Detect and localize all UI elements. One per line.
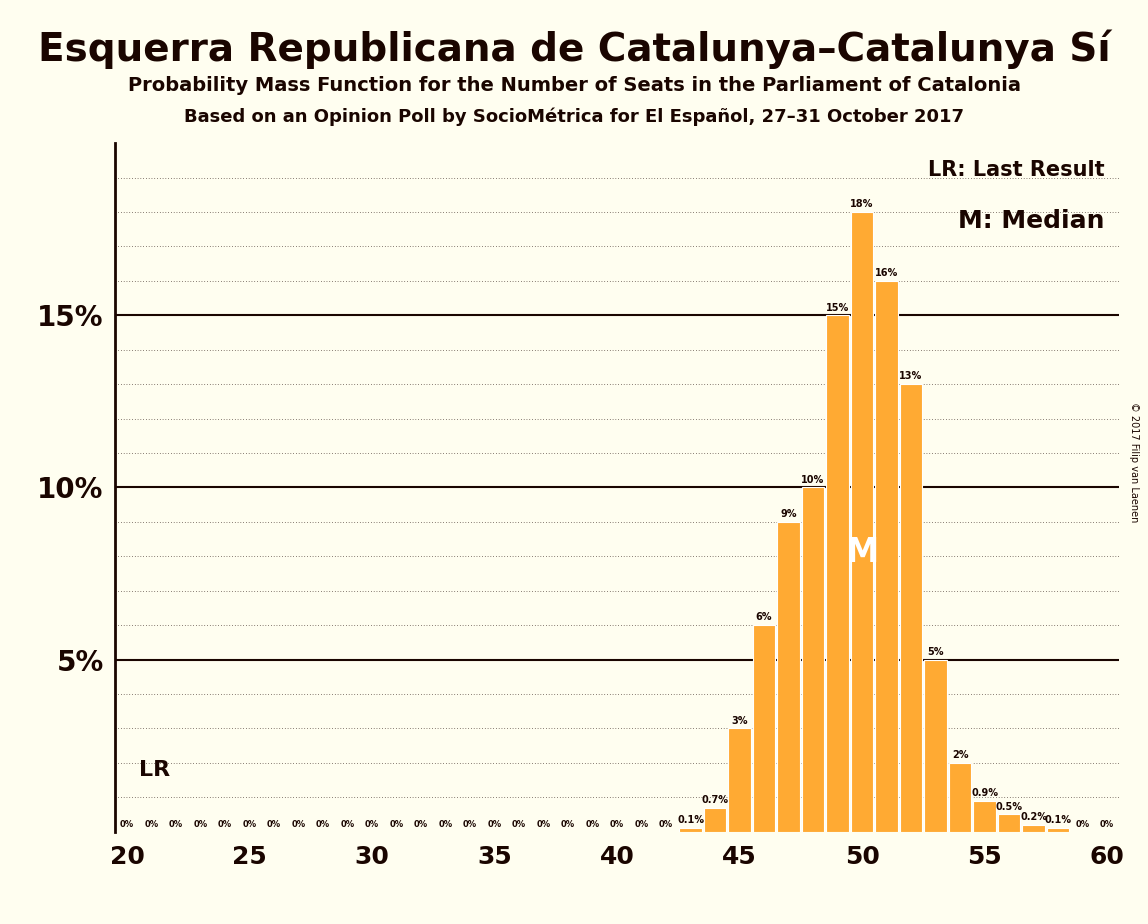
Text: 9%: 9% bbox=[781, 509, 797, 519]
Bar bbox=[974, 800, 995, 832]
Text: 0%: 0% bbox=[463, 820, 478, 829]
Text: 0%: 0% bbox=[316, 820, 331, 829]
Text: Based on an Opinion Poll by SocioMétrica for El Español, 27–31 October 2017: Based on an Opinion Poll by SocioMétrica… bbox=[184, 107, 964, 126]
Bar bbox=[900, 384, 922, 832]
Text: 0%: 0% bbox=[389, 820, 404, 829]
Text: 0%: 0% bbox=[169, 820, 184, 829]
Bar bbox=[1047, 828, 1069, 832]
Text: 0%: 0% bbox=[1100, 820, 1114, 829]
Text: 0%: 0% bbox=[414, 820, 428, 829]
Bar bbox=[875, 281, 898, 832]
Text: 5%: 5% bbox=[928, 647, 944, 657]
Text: 0%: 0% bbox=[292, 820, 305, 829]
Text: 0%: 0% bbox=[536, 820, 551, 829]
Bar bbox=[777, 522, 800, 832]
Text: 13%: 13% bbox=[899, 371, 923, 382]
Text: 0%: 0% bbox=[1076, 820, 1089, 829]
Bar bbox=[753, 625, 775, 832]
Text: 0.5%: 0.5% bbox=[995, 802, 1023, 811]
Text: 0%: 0% bbox=[659, 820, 673, 829]
Text: 0%: 0% bbox=[121, 820, 134, 829]
Text: 6%: 6% bbox=[755, 613, 773, 623]
Text: LR: Last Result: LR: Last Result bbox=[928, 161, 1104, 180]
Text: 0%: 0% bbox=[512, 820, 526, 829]
Text: 3%: 3% bbox=[731, 715, 747, 725]
Text: M: M bbox=[845, 536, 878, 569]
Bar bbox=[801, 488, 824, 832]
Text: 0%: 0% bbox=[242, 820, 257, 829]
Text: 2%: 2% bbox=[952, 750, 968, 760]
Bar bbox=[680, 828, 701, 832]
Bar bbox=[998, 814, 1021, 832]
Text: LR: LR bbox=[139, 760, 170, 780]
Text: 0%: 0% bbox=[561, 820, 575, 829]
Bar bbox=[728, 728, 751, 832]
Text: Esquerra Republicana de Catalunya–Catalunya Sí: Esquerra Republicana de Catalunya–Catalu… bbox=[38, 30, 1110, 69]
Bar bbox=[924, 660, 947, 832]
Text: 0.2%: 0.2% bbox=[1021, 812, 1047, 822]
Text: 0.1%: 0.1% bbox=[677, 815, 704, 825]
Text: M: Median: M: Median bbox=[957, 209, 1104, 233]
Text: 0%: 0% bbox=[488, 820, 502, 829]
Text: 0%: 0% bbox=[218, 820, 232, 829]
Text: 0%: 0% bbox=[194, 820, 208, 829]
Text: 0%: 0% bbox=[635, 820, 649, 829]
Text: 10%: 10% bbox=[801, 475, 824, 485]
Text: 0%: 0% bbox=[585, 820, 599, 829]
Text: 0%: 0% bbox=[365, 820, 379, 829]
Text: 0%: 0% bbox=[610, 820, 625, 829]
Text: 18%: 18% bbox=[851, 200, 874, 210]
Text: 0%: 0% bbox=[341, 820, 355, 829]
Text: 0.9%: 0.9% bbox=[971, 788, 998, 797]
Text: 15%: 15% bbox=[825, 302, 850, 312]
Bar bbox=[827, 315, 848, 832]
Text: 0%: 0% bbox=[439, 820, 452, 829]
Text: 16%: 16% bbox=[875, 268, 898, 278]
Text: © 2017 Filip van Laenen: © 2017 Filip van Laenen bbox=[1130, 402, 1139, 522]
Bar bbox=[948, 763, 971, 832]
Text: 0%: 0% bbox=[267, 820, 281, 829]
Text: 0.7%: 0.7% bbox=[701, 795, 729, 805]
Text: Probability Mass Function for the Number of Seats in the Parliament of Catalonia: Probability Mass Function for the Number… bbox=[127, 76, 1021, 95]
Bar bbox=[851, 213, 874, 832]
Text: 0.1%: 0.1% bbox=[1045, 815, 1071, 825]
Bar bbox=[704, 808, 727, 832]
Text: 0%: 0% bbox=[145, 820, 158, 829]
Bar bbox=[1022, 825, 1045, 832]
